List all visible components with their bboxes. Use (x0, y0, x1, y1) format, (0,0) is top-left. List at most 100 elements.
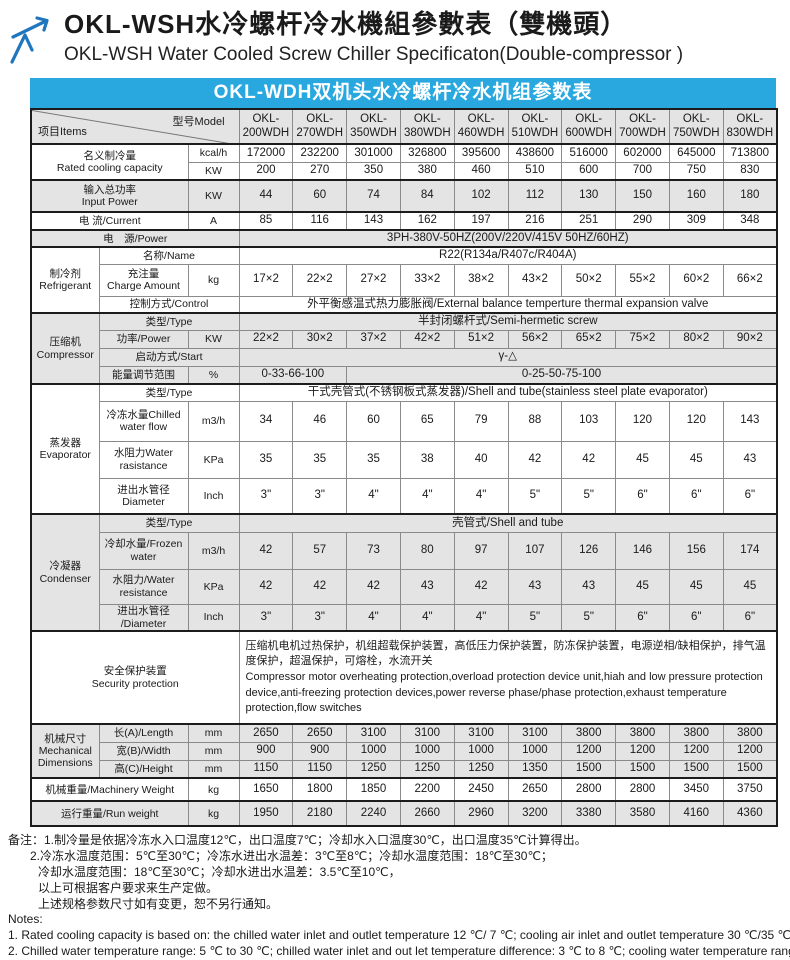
rated-cooling-kw-row: KW 200 270 350 380 460 510 600 700 750 830 (31, 161, 778, 181)
model-col-header: OKL- 270WDH (292, 108, 348, 145)
evap-water-resistance-value: 42 (507, 440, 563, 479)
run-weight-value: 1950 (238, 800, 294, 827)
chilled-water-flow-value: 120 (615, 400, 670, 442)
compressor-power-value: 56×2 (507, 329, 563, 349)
machinery-weight-value: 1650 (238, 777, 294, 802)
input-power-value: 180 (722, 179, 778, 213)
refrigerant-charge-value: 66×2 (722, 263, 778, 297)
model-col-header: OKL- 750WDH (668, 108, 724, 145)
model-col-header: OKL- 380WDH (399, 108, 455, 145)
evap-pipe-diameter-value: 4" (346, 477, 401, 515)
machinery-weight-value: 2800 (615, 777, 670, 802)
evap-pipe-diameter-unit: Inch (187, 477, 240, 515)
evap-pipe-diameter-value: 4" (399, 477, 455, 515)
compressor-power-label: 功率/Power (98, 329, 189, 349)
compressor-power-value: 75×2 (615, 329, 670, 349)
cond-water-resistance-row: 水阻力/Water resistance KPa 42 42 42 43 42 43 43 45 45… (31, 568, 778, 605)
rated-cooling-kw-value: 350 (346, 161, 401, 181)
evaporator-type-row: 蒸发器 Evaporator 类型/Type 干式壳管式(不锈钢板式蒸发器)/Shel… (30, 383, 778, 515)
length-value: 3100 (453, 723, 509, 743)
refrigerant-name-label: 名称/Name (98, 246, 240, 265)
evap-pipe-diameter-value: 5" (507, 477, 563, 515)
compressor-type-group: 压缩机 Compressor (30, 312, 100, 385)
evap-water-resistance-value: 45 (615, 440, 670, 479)
cond-water-resistance-value: 43 (399, 568, 455, 605)
height-row: 高(C)/Height mm 1150 1150 1250 1250 1250 1350 150… (31, 759, 778, 779)
cond-pipe-diameter-value: 5" (561, 603, 617, 632)
rated-cooling-kcal-value: 602000 (615, 143, 670, 163)
evap-pipe-diameter-value: 3" (238, 477, 294, 515)
length-label: 长(A)/Length (98, 723, 189, 743)
rated-cooling-kw-value: 270 (292, 161, 348, 181)
length-value: 2650 (238, 723, 294, 743)
refrigerant-name-row: 制冷剂 Refrigerant 名称/Name R22(R134a/R407c/R40… (30, 246, 778, 314)
height-value: 1150 (292, 759, 348, 779)
rated-cooling-kcal-value: 172000 (238, 143, 294, 163)
machinery-weight-value: 2200 (399, 777, 455, 802)
note-line: 2.冷冻水温度范围：5℃至30℃；冷冻水进出水温差：3℃至8℃；冷却水温度范围：… (30, 849, 553, 864)
condenser-type-row: 冷凝器 Condenser 类型/Type 壳管式/Shell and tube (30, 513, 778, 632)
energy-range-value: 0-33-66-100 (238, 365, 348, 385)
cooling-water-flow-value: 97 (453, 531, 509, 570)
evap-pipe-diameter-value: 6" (668, 477, 724, 515)
rated-cooling-kw-value: 600 (561, 161, 617, 181)
chilled-water-flow-value: 120 (668, 400, 724, 442)
chilled-water-flow-value: 60 (346, 400, 401, 442)
evaporator-type-group: 蒸发器 Evaporator (30, 383, 100, 515)
rated-cooling-kw-value: 750 (668, 161, 724, 181)
current-value: 116 (292, 211, 348, 231)
note-line: 备注：1.制冷量是依据冷冻水入口温度12℃，出口温度7℃；冷却水入口温度30℃，… (8, 833, 587, 848)
height-value: 1500 (668, 759, 724, 779)
current-value: 309 (668, 211, 724, 231)
run-weight-value: 3200 (507, 800, 563, 827)
machinery-weight-value: 2450 (453, 777, 509, 802)
cond-water-resistance-value: 43 (561, 568, 617, 605)
run-weight-value: 2180 (292, 800, 348, 827)
energy-range-unit: % (187, 365, 240, 385)
compressor-power-value: 30×2 (292, 329, 348, 349)
width-value: 1000 (507, 741, 563, 761)
evap-pipe-diameter-value: 3" (292, 477, 348, 515)
rated-cooling-kcal-value: 438600 (507, 143, 563, 163)
width-unit: mm (187, 741, 240, 761)
compressor-power-value: 42×2 (399, 329, 455, 349)
rated-cooling-kw-unit: KW (187, 161, 240, 181)
rated-cooling-kw-value: 700 (615, 161, 670, 181)
current-value: 216 (507, 211, 563, 231)
machinery-weight-value: 3450 (668, 777, 724, 802)
compressor-type-row: 压缩机 Compressor 类型/Type 半封闭螺杆式/Semi-hermetic… (30, 312, 778, 385)
condenser-type-label: 类型/Type (98, 513, 240, 533)
input-power-value: 150 (615, 179, 670, 213)
cond-water-resistance-value: 43 (507, 568, 563, 605)
evap-water-resistance-label: 水阻力Water rasistance (98, 440, 189, 479)
rated-cooling-kw-value: 830 (722, 161, 778, 181)
refrigerant-name-group: 制冷剂 Refrigerant (30, 246, 100, 314)
width-value: 1000 (346, 741, 401, 761)
note-line: 上述规格参数尺寸如有变更，恕不另行通知。 (38, 896, 279, 911)
cond-water-resistance-value: 42 (346, 568, 401, 605)
input-power-value: 102 (453, 179, 509, 213)
cooling-water-flow-value: 42 (238, 531, 294, 570)
width-row: 宽(B)/Width mm 900 900 1000 1000 1000 1000 1200 12… (31, 741, 778, 761)
chilled-water-flow-row: 冷冻水量Chilled water flow m3/h 34 46 60 65 79 88 103… (31, 400, 778, 442)
height-value: 1500 (615, 759, 670, 779)
current-value: 197 (453, 211, 509, 231)
model-col-header: OKL- 830WDH (722, 108, 778, 145)
machinery-weight-value: 3750 (722, 777, 778, 802)
rated-cooling-kw-value: 200 (238, 161, 294, 181)
compressor-power-unit: KW (187, 329, 240, 349)
chilled-water-flow-value: 88 (507, 400, 563, 442)
refrigerant-charge-unit: kg (187, 263, 240, 297)
compressor-power-value: 80×2 (668, 329, 724, 349)
refrigerant-charge-row: 充注量 Charge Amount kg 17×2 22×2 27×2 33×2 38×2 43… (31, 263, 778, 297)
cond-pipe-diameter-unit: Inch (187, 603, 240, 632)
height-value: 1500 (722, 759, 778, 779)
refrigerant-charge-value: 55×2 (615, 263, 670, 297)
rated-cooling-kcal-value: 645000 (668, 143, 724, 163)
machinery-weight-value: 1850 (346, 777, 401, 802)
width-value: 900 (292, 741, 348, 761)
note-line: 1. Rated cooling capacity is based on: t… (8, 928, 790, 943)
machinery-weight-value: 2800 (561, 777, 617, 802)
current-value: 85 (238, 211, 294, 231)
note-line: 以上可根据客户要求来生产定做。 (38, 880, 219, 895)
